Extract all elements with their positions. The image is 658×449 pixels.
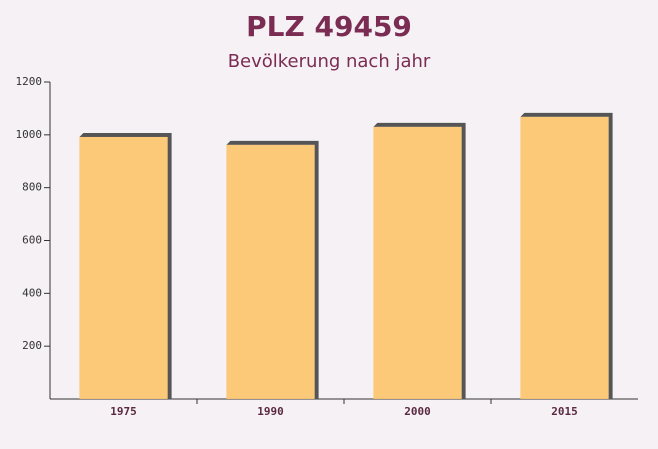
x-tick-label: 1990 bbox=[257, 405, 284, 418]
bar bbox=[226, 144, 315, 399]
bar bbox=[520, 116, 609, 400]
y-tick-label: 800 bbox=[22, 181, 42, 194]
y-tick-label: 400 bbox=[22, 286, 42, 299]
bar bbox=[373, 126, 462, 400]
y-tick-label: 200 bbox=[22, 339, 42, 352]
bar bbox=[79, 136, 168, 400]
x-tick-label: 2015 bbox=[551, 405, 578, 418]
chart-title: PLZ 49459 bbox=[246, 10, 412, 43]
y-tick-label: 1200 bbox=[16, 75, 43, 88]
y-tick-label: 600 bbox=[22, 234, 42, 247]
x-tick-label: 2000 bbox=[404, 405, 431, 418]
x-tick-label: 1975 bbox=[110, 405, 137, 418]
chart-subtitle: Bevölkerung nach jahr bbox=[228, 51, 431, 72]
y-tick-label: 1000 bbox=[16, 128, 43, 141]
